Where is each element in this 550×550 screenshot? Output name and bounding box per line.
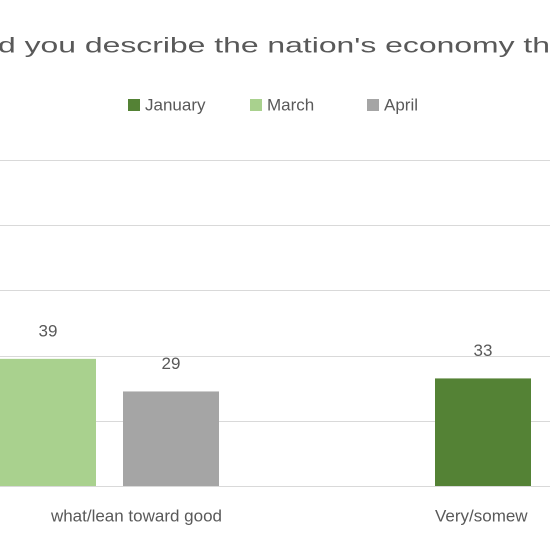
data-label: 39 [39,321,58,340]
x-tick-label: Very/somew [435,506,528,525]
legend-swatch [367,99,379,111]
legend-label: April [384,95,418,114]
legend-label: March [267,95,314,114]
bar [435,378,531,486]
chart-title: d you describe the nation's economy th [0,35,550,58]
data-label: 33 [474,341,493,360]
bar [123,391,219,486]
legend-swatch [250,99,262,111]
data-label: 29 [162,354,181,373]
legend-swatch [128,99,140,111]
x-tick-label: what/lean toward good [50,506,222,525]
bar [0,358,96,486]
legend-label: January [145,95,206,114]
